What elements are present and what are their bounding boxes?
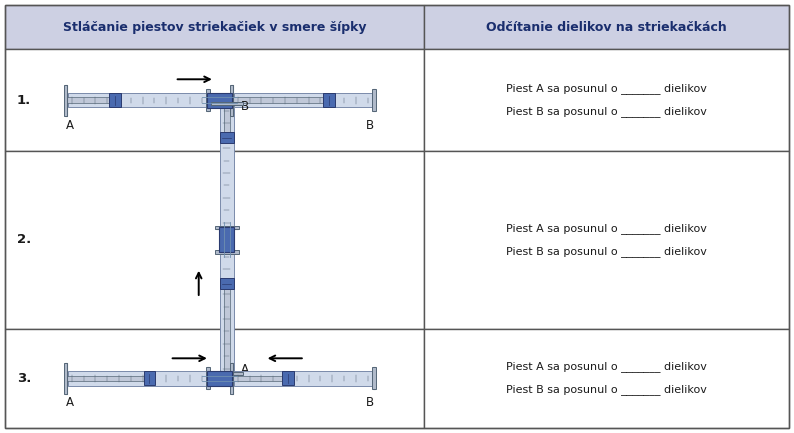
Text: B: B xyxy=(366,396,374,409)
Text: Piest B sa posunul o _______ dielikov: Piest B sa posunul o _______ dielikov xyxy=(507,385,707,395)
Bar xyxy=(144,372,155,385)
Bar xyxy=(224,107,229,132)
Bar xyxy=(233,97,323,103)
Text: B: B xyxy=(241,100,249,113)
Bar xyxy=(425,5,789,49)
Bar xyxy=(5,5,425,49)
Text: Piest A sa posunul o _______ dielikov: Piest A sa posunul o _______ dielikov xyxy=(507,362,707,372)
Bar xyxy=(206,89,209,111)
Bar xyxy=(68,371,206,385)
Bar xyxy=(372,367,376,389)
Text: B: B xyxy=(366,119,374,132)
Bar xyxy=(323,94,335,107)
Bar xyxy=(220,278,233,289)
Bar xyxy=(230,85,233,116)
Bar xyxy=(67,97,110,103)
Bar xyxy=(425,49,789,151)
Bar xyxy=(372,89,376,111)
Text: Piest B sa posunul o _______ dielikov: Piest B sa posunul o _______ dielikov xyxy=(507,246,707,257)
Bar xyxy=(206,89,210,111)
Bar xyxy=(224,289,229,373)
Bar xyxy=(219,227,234,252)
Bar xyxy=(5,329,425,428)
Text: A: A xyxy=(66,396,74,409)
Bar xyxy=(5,49,425,151)
Bar xyxy=(65,363,67,394)
Bar xyxy=(230,363,233,394)
Bar xyxy=(206,367,210,389)
Text: 1.: 1. xyxy=(17,94,31,107)
Bar xyxy=(425,329,789,428)
Text: A: A xyxy=(66,119,74,132)
Bar xyxy=(110,94,121,107)
Bar xyxy=(231,363,233,394)
Bar xyxy=(211,373,242,375)
Text: Piest B sa posunul o _______ dielikov: Piest B sa posunul o _______ dielikov xyxy=(507,107,707,117)
Text: 3.: 3. xyxy=(17,372,32,385)
Bar xyxy=(207,371,232,386)
Bar xyxy=(231,85,233,116)
Text: A: A xyxy=(241,363,249,376)
Bar xyxy=(372,89,375,111)
Bar xyxy=(219,108,234,226)
Bar xyxy=(5,151,425,329)
Bar xyxy=(68,93,206,107)
Bar xyxy=(64,85,67,116)
Bar xyxy=(220,132,233,143)
Text: Stláčanie piestov striekačiek v smere šípky: Stláčanie piestov striekačiek v smere ší… xyxy=(63,21,367,34)
Bar xyxy=(210,102,243,105)
Text: Piest A sa posunul o _______ dielikov: Piest A sa posunul o _______ dielikov xyxy=(507,83,707,94)
Bar xyxy=(233,375,282,381)
Text: 2.: 2. xyxy=(17,233,31,246)
Bar xyxy=(216,227,237,229)
Bar xyxy=(234,93,372,107)
Bar xyxy=(206,367,209,389)
Bar xyxy=(234,371,372,385)
Text: Piest A sa posunul o _______ dielikov: Piest A sa posunul o _______ dielikov xyxy=(507,223,707,234)
Bar xyxy=(64,363,67,394)
Bar xyxy=(219,254,234,372)
Bar xyxy=(67,375,144,381)
Bar xyxy=(65,85,67,116)
Bar xyxy=(215,250,238,254)
Bar xyxy=(282,372,294,385)
Bar xyxy=(210,372,243,375)
Text: Odčítanie dielikov na striekačkách: Odčítanie dielikov na striekačkách xyxy=(487,21,727,34)
Bar xyxy=(207,93,232,108)
Bar xyxy=(425,151,789,329)
Bar xyxy=(215,226,238,229)
Bar xyxy=(216,251,237,253)
Bar xyxy=(372,367,375,389)
Bar xyxy=(211,103,242,105)
